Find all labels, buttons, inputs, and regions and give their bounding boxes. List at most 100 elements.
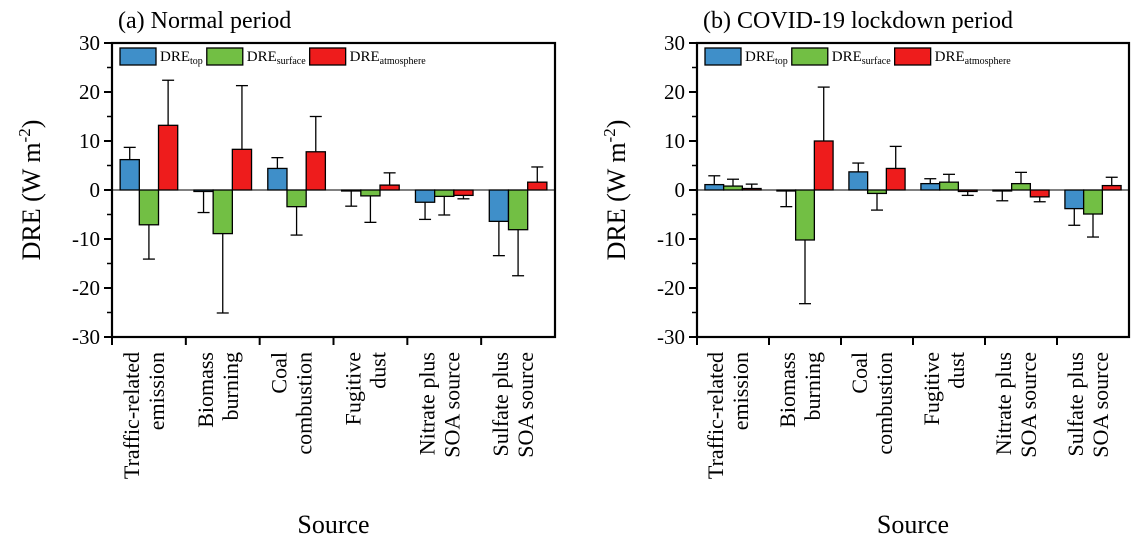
bar [741, 187, 762, 191]
legend-name: DRE [832, 49, 862, 65]
legend-swatch [119, 47, 157, 66]
y-tick-label: -10 [72, 227, 100, 251]
bar [434, 189, 455, 198]
x-tick-label: dust [365, 352, 390, 389]
x-tick-label: Nitrate plus [414, 352, 439, 455]
legend-label: DREsurface [247, 49, 306, 67]
bar [1010, 182, 1032, 191]
plot-frame [695, 41, 1131, 339]
bar [414, 189, 436, 203]
bar [938, 181, 960, 191]
legend-name: DRE [160, 49, 190, 65]
x-axis-label: Source [877, 510, 949, 539]
bar [722, 185, 744, 191]
y-tick-label: 30 [79, 31, 100, 55]
x-tick-label: Traffic-related [703, 352, 728, 479]
bar [286, 189, 307, 208]
y-axis-label-part: -2 [600, 128, 619, 142]
x-tick-label: Sulfate plus [1063, 352, 1088, 457]
bar [992, 189, 1013, 192]
bar [340, 189, 362, 192]
bar [920, 182, 941, 191]
bar [379, 184, 400, 191]
legend-swatch [309, 47, 347, 66]
y-tick-label: -30 [657, 325, 685, 349]
bar [527, 181, 548, 191]
x-tick-label: Coal [267, 352, 292, 394]
y-tick-label: 30 [664, 31, 685, 55]
y-axis-label: DRE (W m-2) [15, 120, 46, 261]
legend-label: DREtop [745, 49, 788, 67]
bar [453, 189, 474, 197]
y-tick-label: 0 [90, 178, 101, 202]
x-axis-label: Source [297, 510, 369, 539]
bar [119, 158, 140, 191]
bar [267, 167, 288, 191]
y-axis-label-part: ) [602, 120, 631, 129]
y-tick-label: 10 [664, 129, 685, 153]
y-tick-label: 20 [664, 80, 685, 104]
x-tick-label: Nitrate plus [991, 352, 1016, 455]
bar [794, 189, 816, 241]
legend-subscript: top [775, 56, 788, 67]
x-tick-label: SOA source [439, 352, 464, 458]
x-tick-label: Sulfate plus [488, 352, 513, 457]
chart-title: (a) Normal period [118, 8, 291, 34]
bar [957, 189, 978, 193]
bar [488, 189, 510, 223]
bar [157, 124, 179, 191]
legend-swatch [206, 47, 244, 66]
x-tick-label: burning [800, 352, 825, 420]
bar [1082, 189, 1104, 215]
y-tick-label: -20 [72, 276, 100, 300]
y-axis-label: DRE (W m-2) [600, 120, 631, 261]
bar [813, 140, 834, 191]
x-tick-label: Biomass [193, 352, 218, 428]
y-axis-label-part: -2 [15, 128, 34, 142]
x-tick-label: dust [944, 352, 969, 389]
x-tick-label: combustion [872, 352, 897, 455]
x-tick-label: SOA source [1016, 352, 1041, 458]
y-axis-label-part: DRE (W m [17, 142, 46, 260]
x-tick-label: combustion [292, 352, 317, 455]
x-tick-label: emission [144, 352, 169, 430]
y-tick-label: 20 [79, 80, 100, 104]
bar [212, 189, 233, 235]
bar [305, 151, 327, 191]
legend-subscript: surface [862, 56, 891, 67]
y-tick-label: 0 [675, 178, 686, 202]
x-tick-label: SOA source [1088, 352, 1113, 458]
legend-subscript: atmosphere [380, 56, 427, 67]
legend-label: DREatmosphere [935, 49, 1012, 67]
bar [848, 171, 869, 191]
y-tick-label: -10 [657, 227, 685, 251]
legend-label: DREsurface [832, 49, 891, 67]
bar [1029, 189, 1050, 198]
x-tick-label: SOA source [513, 352, 538, 458]
bar [704, 183, 725, 191]
bar [1064, 189, 1085, 210]
x-tick-label: Coal [847, 352, 872, 394]
bar [360, 189, 381, 197]
plot-frame [110, 41, 557, 339]
legend-subscript: top [190, 56, 203, 67]
chart-title: (b) COVID-19 lockdown period [703, 8, 1013, 34]
legend-label: DREatmosphere [350, 49, 427, 67]
bar [885, 167, 906, 191]
legend-name: DRE [745, 49, 775, 65]
y-tick-label: -20 [657, 276, 685, 300]
legend-swatch [894, 47, 932, 66]
legend-subscript: atmosphere [965, 56, 1012, 67]
legend-name: DRE [935, 49, 965, 65]
legend-label: DREtop [160, 49, 203, 67]
bar [507, 189, 529, 231]
y-tick-label: -30 [72, 325, 100, 349]
legend-name: DRE [247, 49, 277, 65]
x-tick-label: Fugitive [340, 352, 365, 425]
bar [776, 189, 797, 192]
bar [231, 148, 253, 191]
x-tick-label: burning [218, 352, 243, 420]
legend-subscript: surface [277, 56, 306, 67]
y-axis-label-part: DRE (W m [602, 142, 631, 260]
bar [138, 189, 160, 226]
